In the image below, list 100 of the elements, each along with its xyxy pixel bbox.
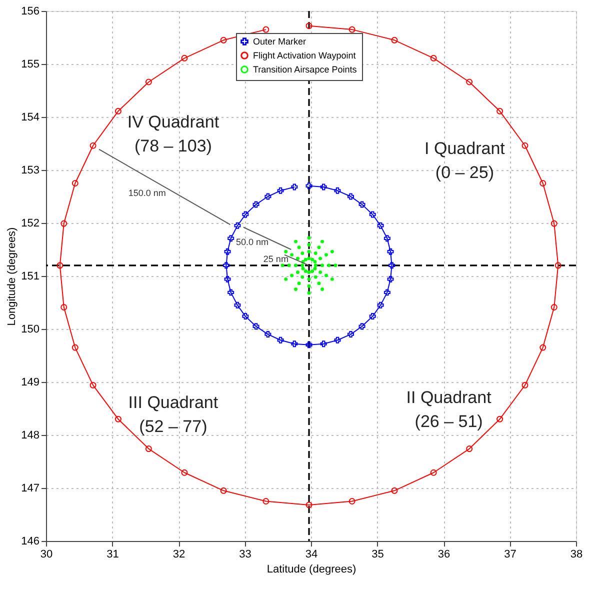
- point: [220, 487, 227, 494]
- y-tick-label: 148: [21, 430, 40, 442]
- point: [296, 256, 300, 260]
- x-tick-label: 34: [305, 548, 318, 560]
- annotation: IV Quadrant (78 – 103): [127, 112, 220, 156]
- point: [334, 264, 338, 268]
- point: [60, 220, 68, 227]
- point: [222, 262, 230, 269]
- point: [284, 277, 288, 281]
- y-tick-label: 154: [21, 112, 40, 124]
- point: [145, 78, 152, 86]
- point: [377, 302, 384, 308]
- point: [294, 288, 298, 291]
- point: [90, 142, 96, 149]
- point: [330, 250, 334, 254]
- point: [314, 275, 318, 279]
- point: [291, 340, 298, 348]
- point: [348, 331, 354, 338]
- point: [320, 264, 324, 268]
- point: [348, 498, 356, 504]
- legend-label: Outer Marker: [253, 36, 306, 46]
- point: [300, 251, 304, 255]
- annotation: II Quadrant (26 – 51): [406, 388, 492, 431]
- annotation: I Quadrant (0 – 25): [424, 138, 506, 182]
- point: [388, 262, 396, 269]
- point: [314, 264, 318, 268]
- point: [307, 291, 311, 295]
- point: [554, 262, 562, 269]
- point: [327, 264, 331, 268]
- y-tick-label: 155: [21, 58, 40, 70]
- x-tick-label: 37: [504, 548, 516, 560]
- point: [181, 469, 188, 476]
- point: [300, 264, 304, 268]
- point: [540, 344, 546, 351]
- point: [387, 248, 394, 255]
- x-tick-label: 35: [372, 548, 384, 560]
- y-tick-label: 151: [21, 270, 40, 282]
- point: [242, 211, 249, 218]
- point: [307, 284, 311, 288]
- point: [284, 250, 288, 254]
- point: [496, 108, 504, 114]
- point: [280, 264, 284, 268]
- point: [306, 502, 312, 508]
- point: [234, 222, 241, 229]
- x-tick-label: 38: [570, 548, 583, 560]
- point: [320, 288, 324, 291]
- x-tick-label: 33: [239, 548, 252, 560]
- point: [314, 251, 318, 255]
- point: [496, 416, 504, 422]
- x-tick-label: 32: [172, 548, 186, 560]
- point: [550, 304, 558, 311]
- y-tick-label: 153: [21, 164, 40, 176]
- point: [304, 270, 308, 273]
- point: [317, 282, 321, 286]
- annotation: III Quadrant (52 – 77): [128, 393, 218, 436]
- point: [318, 270, 322, 274]
- point: [358, 201, 366, 208]
- y-tick-label: 152: [21, 218, 40, 230]
- point: [296, 270, 300, 274]
- point: [228, 289, 234, 296]
- y-tick-label: 156: [21, 6, 40, 18]
- point: [318, 256, 322, 260]
- x-tick-label: 31: [106, 548, 119, 560]
- point: [307, 250, 311, 254]
- point: [242, 313, 249, 320]
- point: [234, 302, 241, 308]
- point: [550, 220, 558, 227]
- point: [369, 313, 376, 320]
- point: [290, 253, 294, 257]
- point: [317, 246, 321, 250]
- point: [384, 289, 390, 296]
- point: [522, 382, 528, 388]
- point: [277, 187, 284, 194]
- y-tick-label: 149: [21, 376, 40, 388]
- x-tick-label: 30: [40, 548, 53, 560]
- y-tick-label: 147: [21, 482, 40, 494]
- point: [60, 304, 68, 311]
- point: [391, 36, 398, 44]
- point: [294, 264, 298, 268]
- legend-label: Flight Activation Waypoint: [253, 50, 356, 60]
- y-tick-label: 146: [21, 536, 40, 548]
- point: [324, 253, 328, 257]
- point: [224, 276, 231, 282]
- point: [301, 266, 305, 270]
- point: [540, 180, 546, 186]
- point: [384, 235, 390, 242]
- point: [307, 256, 311, 260]
- point: [224, 248, 231, 255]
- point: [387, 276, 394, 282]
- point: [430, 469, 437, 476]
- y-axis-title: Longitude (degrees): [6, 227, 18, 326]
- point: [294, 240, 298, 244]
- point: [466, 446, 473, 452]
- point: [391, 487, 398, 494]
- point: [310, 258, 314, 262]
- point: [262, 498, 270, 504]
- point: [306, 342, 312, 348]
- point: [310, 270, 314, 273]
- point: [369, 211, 376, 218]
- annotation: 150.0 nm: [128, 188, 166, 198]
